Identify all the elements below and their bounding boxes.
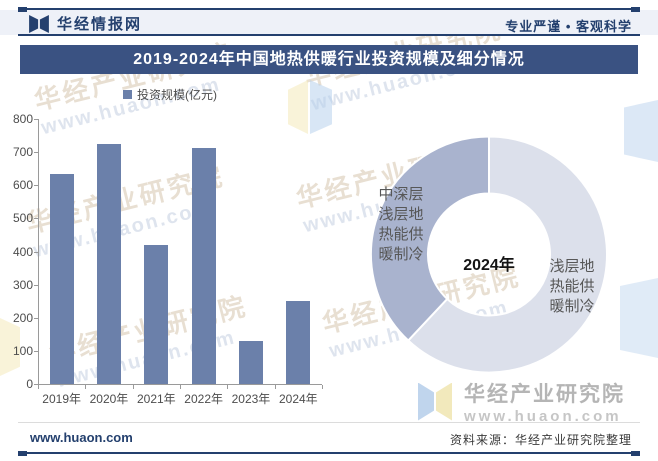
y-axis-tick-mark: [34, 119, 38, 120]
legend-marker-icon: [123, 90, 132, 99]
x-axis-tick-mark: [85, 385, 87, 389]
donut-slice-label-shallow: 浅层地 热能供 暖制冷: [543, 257, 601, 317]
donut-label-line: 暖制冷: [549, 298, 595, 315]
y-axis-tick-label: 600: [12, 178, 33, 193]
x-axis-tick-mark: [274, 385, 276, 389]
donut-label-line: 浅层地: [378, 206, 424, 223]
header-underline: [18, 34, 640, 36]
y-axis-tick-label: 100: [12, 343, 33, 358]
watermark-shape: [0, 318, 20, 376]
x-axis-tick-mark: [180, 385, 181, 389]
y-axis-tick-mark: [34, 284, 38, 286]
y-axis-tick-mark: [34, 185, 38, 187]
footer-separator: [18, 422, 640, 423]
x-axis-category-label: 2020年: [89, 392, 129, 406]
y-axis-tick-label: 500: [12, 211, 33, 226]
x-axis-tick-mark: [322, 385, 323, 389]
header-bar: 华经情报网 专业严谨 • 客观科学: [0, 10, 658, 35]
y-axis-line: [38, 119, 39, 384]
watermark-shape: [620, 278, 658, 358]
y-axis-tick-mark: [34, 350, 38, 352]
y-axis-tick-label: 700: [12, 145, 33, 160]
x-axis-tick-mark: [38, 385, 39, 389]
donut-label-line: 热能供: [549, 278, 595, 295]
bar-legend: 投资规模(亿元): [0, 86, 340, 103]
y-axis-tick-label: 400: [12, 244, 33, 259]
huaon-logo-icon: [29, 14, 49, 33]
donut-label-line: 浅层地: [549, 258, 595, 275]
donut-label-line: 热能供: [378, 226, 424, 243]
watermark-brand-text: 华经产业研究院: [46, 290, 251, 369]
bar-2022年: [191, 147, 216, 384]
y-axis-tick-label: 300: [12, 277, 33, 292]
y-axis-tick-mark: [34, 384, 38, 385]
legend-label: 投资规模(亿元): [137, 88, 217, 102]
y-axis-tick-mark: [34, 152, 38, 154]
watermark-url-text: www.huaon.com: [30, 196, 215, 263]
brand-name: 华经情报网: [57, 16, 143, 33]
bar-2019年: [49, 173, 74, 384]
x-axis-category-label: 2022年: [184, 392, 223, 406]
x-axis-category-label: 2019年: [42, 392, 81, 406]
watermark-url-text: www.huaon.com: [38, 73, 223, 140]
bottom-rule: [18, 450, 640, 456]
bar-2021年: [144, 244, 169, 384]
watermark-corner: 华经产业研究院 www.huaon.com: [418, 378, 625, 425]
x-axis-tick-mark: [227, 385, 229, 389]
donut-slice-1: [369, 135, 490, 342]
watermark-brand-text: 华经产业研究院: [464, 383, 625, 406]
x-axis-category-label: 2024年: [278, 392, 318, 406]
y-axis-tick-mark: [34, 218, 38, 220]
footer-site-url: www.huaon.com: [30, 430, 133, 445]
y-axis-tick-label: 0: [26, 377, 33, 391]
y-axis-tick-label: 800: [12, 112, 33, 126]
bar-2020年: [97, 143, 121, 384]
bar-2023年: [239, 340, 263, 384]
x-axis-category-label: 2023年: [231, 392, 271, 406]
footer-source-note: 资料来源：华经产业研究院整理: [449, 433, 632, 447]
brand: 华经情报网: [28, 13, 142, 34]
top-rule: [18, 6, 640, 12]
y-axis-tick-mark: [34, 317, 38, 319]
donut-label-line: 暖制冷: [378, 246, 424, 263]
x-axis-tick-mark: [132, 385, 134, 389]
huaon-logo-watermark-icon: [418, 382, 454, 422]
y-axis-tick-mark: [34, 251, 38, 253]
header-slogan: 专业严谨 • 客观科学: [505, 19, 632, 34]
donut-slice-label-mid-deep: 中深层浅层地热能供暖制冷: [372, 185, 430, 265]
watermark-url-text: www.huaon.com: [53, 326, 238, 393]
watermark-brand-text: 华经产业研究院: [23, 160, 228, 239]
x-axis-line: [38, 384, 322, 385]
y-axis-tick-label: 200: [12, 310, 33, 325]
page-title: 2019-2024年中国地热供暖行业投资规模及细分情况: [20, 45, 638, 74]
donut-label-line: 中深层: [378, 186, 424, 203]
watermark-shape: [624, 100, 658, 162]
x-axis-category-label: 2021年: [136, 392, 176, 406]
bar-2024年: [286, 301, 311, 384]
donut-center-label: 2024年: [463, 257, 515, 274]
